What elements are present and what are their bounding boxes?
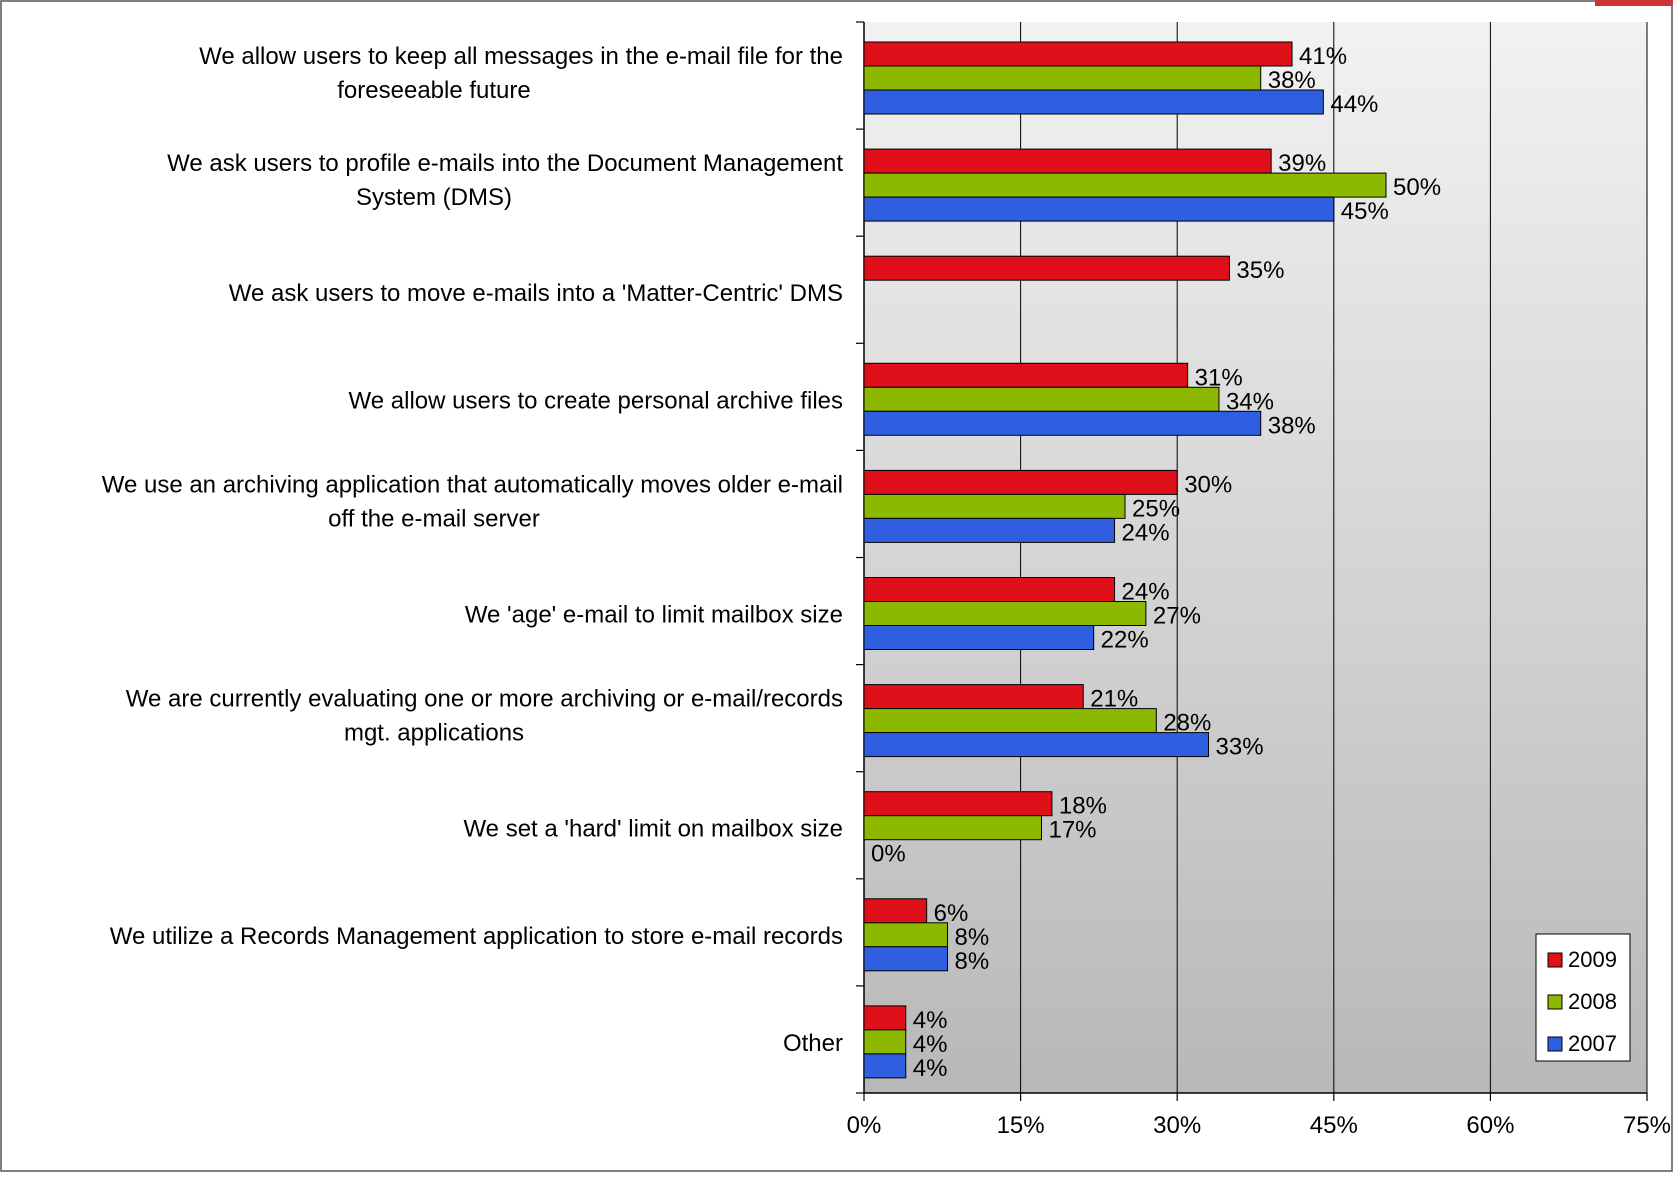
value-label: 21% <box>1090 686 1138 713</box>
bar-2009 <box>863 41 1293 67</box>
value-label: 8% <box>955 924 990 951</box>
value-label: 8% <box>955 948 990 975</box>
bar-2007 <box>863 732 1210 758</box>
value-label: 31% <box>1195 364 1243 391</box>
category-label: We ask users to profile e-mails into the… <box>167 150 843 177</box>
bar-2008 <box>863 815 1042 841</box>
value-label: 34% <box>1226 388 1274 415</box>
bar-2009 <box>863 148 1272 174</box>
bar-2008 <box>863 1029 907 1055</box>
bar-2007 <box>863 196 1335 222</box>
value-label: 39% <box>1278 150 1326 177</box>
category-label: We 'age' e-mail to limit mailbox size <box>465 602 843 629</box>
legend-swatch-2009 <box>1547 952 1563 968</box>
bar-2007 <box>863 625 1095 650</box>
category-label: off the e-mail server <box>328 505 540 532</box>
category-label: mgt. applications <box>344 720 524 747</box>
value-label: 4% <box>913 1031 948 1058</box>
bar-2007 <box>863 89 1324 115</box>
bar-2007 <box>863 410 1262 436</box>
category-label: We set a 'hard' limit on mailbox size <box>463 816 843 843</box>
x-tick-label: 75% <box>1623 1112 1671 1139</box>
category-label: foreseeable future <box>337 77 530 104</box>
bar-2008 <box>863 708 1157 734</box>
category-label: We allow users to keep all messages in t… <box>199 43 843 70</box>
value-labels: 41%38%44%39%50%45%35%31%34%38%30%25%24%2… <box>871 43 1441 1082</box>
value-label: 30% <box>1184 471 1232 498</box>
bar-2009 <box>863 898 928 924</box>
bar-2008 <box>863 601 1147 626</box>
bar-2009 <box>863 1005 907 1031</box>
bar-2007 <box>863 946 949 972</box>
value-label: 50% <box>1393 174 1441 201</box>
category-label: We utilize a Records Management applicat… <box>110 923 843 950</box>
corner-accent <box>1595 0 1673 6</box>
x-tick-label: 15% <box>997 1112 1045 1139</box>
category-label: System (DMS) <box>356 184 512 211</box>
legend-swatch-2007 <box>1547 1036 1563 1052</box>
value-label: 25% <box>1132 495 1180 522</box>
value-label: 27% <box>1153 603 1201 630</box>
category-label: We ask users to move e-mails into a 'Mat… <box>229 280 843 307</box>
legend-label: 2007 <box>1568 1031 1617 1056</box>
bar-2009 <box>863 791 1053 817</box>
x-tick-label: 30% <box>1153 1112 1201 1139</box>
bar-2008 <box>863 493 1126 519</box>
x-tick-labels: 0% 15% 30% 45% 60% 75% <box>847 1112 1671 1139</box>
value-label: 44% <box>1330 91 1378 118</box>
category-labels: We allow users to keep all messages in t… <box>102 43 844 1057</box>
value-label: 6% <box>934 900 969 927</box>
value-label: 38% <box>1268 67 1316 94</box>
value-label: 35% <box>1236 257 1284 284</box>
bar-2009 <box>863 362 1189 388</box>
value-label: 18% <box>1059 793 1107 820</box>
value-label: 0% <box>871 841 906 868</box>
category-label: We allow users to create personal archiv… <box>349 387 843 414</box>
category-label: We are currently evaluating one or more … <box>126 686 843 713</box>
x-tick-label: 60% <box>1466 1112 1514 1139</box>
bar-2008 <box>863 386 1220 412</box>
value-label: 33% <box>1216 734 1264 761</box>
value-label: 24% <box>1122 579 1170 606</box>
value-label: 38% <box>1268 412 1316 439</box>
value-label: 28% <box>1163 710 1211 737</box>
value-label: 24% <box>1122 519 1170 546</box>
value-label: 4% <box>913 1007 948 1034</box>
value-label: 41% <box>1299 43 1347 70</box>
bar-2007 <box>863 1053 907 1079</box>
value-label: 22% <box>1101 627 1149 654</box>
value-label: 17% <box>1048 817 1096 844</box>
x-tick-label: 0% <box>847 1112 882 1139</box>
bars <box>863 41 1387 1079</box>
bar-2009 <box>863 255 1230 281</box>
bar-2009 <box>863 577 1116 602</box>
bar-2009 <box>863 469 1178 495</box>
category-label: Other <box>783 1030 843 1057</box>
bar-2008 <box>863 65 1262 91</box>
value-label: 45% <box>1341 198 1389 225</box>
legend-label: 2009 <box>1568 947 1617 972</box>
legend: 2009 2008 2007 <box>1535 933 1631 1062</box>
category-label: We use an archiving application that aut… <box>102 471 843 498</box>
bar-2007 <box>863 517 1116 543</box>
legend-swatch-2008 <box>1547 994 1563 1010</box>
legend-label: 2008 <box>1568 989 1617 1014</box>
value-label: 4% <box>913 1055 948 1082</box>
bar-2009 <box>863 684 1084 710</box>
x-tick-label: 45% <box>1310 1112 1358 1139</box>
